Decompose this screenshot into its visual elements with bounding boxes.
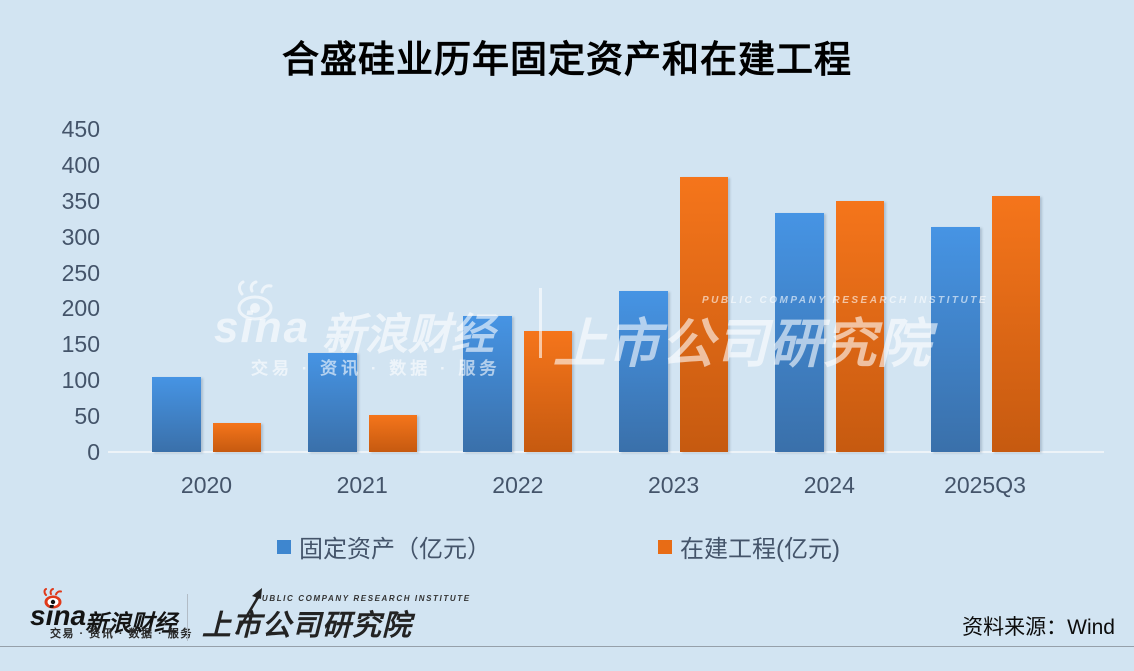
legend-item-construction: 在建工程(亿元): [658, 529, 840, 564]
bar-2025Q3-construction: [991, 195, 1040, 452]
x-label-2022: 2022: [492, 472, 544, 498]
institute-arrow-icon: [234, 588, 262, 635]
y-tick-150: 150: [61, 331, 100, 358]
bar-2022-construction: [524, 331, 573, 452]
institute-logo-text: 上市公司研究院: [202, 610, 413, 642]
y-tick-450: 450: [61, 116, 100, 142]
bar-2024-fixed-assets: [774, 212, 824, 452]
legend-swatch-fixed-assets: [277, 539, 291, 554]
y-tick-250: 250: [61, 259, 100, 286]
footer-rule: [0, 646, 1134, 647]
y-tick-300: 300: [61, 223, 100, 250]
y-tick-200: 200: [61, 295, 100, 322]
sina-logo-wordmark: sina: [30, 600, 87, 631]
bar-2021-fixed-assets: [307, 352, 357, 452]
x-label-2020: 2020: [180, 472, 233, 498]
sina-finance-logo-text: 新浪财经: [85, 610, 177, 636]
y-tick-100: 100: [61, 367, 100, 394]
y-tick-0: 0: [87, 439, 100, 465]
bar-2024-construction: [835, 200, 884, 452]
x-label-2025Q3: 2025Q3: [944, 472, 1026, 498]
legend-label-fixed-assets: 固定资产（亿元）: [299, 536, 491, 563]
legend-label-construction: 在建工程(亿元): [680, 536, 840, 563]
data-source-label: 资料来源：Wind: [962, 616, 1115, 639]
y-tick-350: 350: [61, 187, 100, 214]
x-axis-line: [108, 451, 1104, 453]
bar-2020-fixed-assets: [152, 376, 201, 452]
sina-eye-icon: [43, 588, 62, 609]
bar-2025Q3-fixed-assets: [930, 227, 980, 452]
bar-2022-fixed-assets: [463, 316, 513, 452]
legend-item-fixed-assets: 固定资产（亿元）: [277, 529, 491, 564]
sina-tagline: 交易 · 资讯 · 数据 · 服务: [50, 628, 193, 640]
institute-english-label: PUBLIC COMPANY RESEARCH INSTITUTE: [255, 594, 471, 603]
legend-swatch-construction: [658, 539, 672, 554]
footer-divider: [187, 594, 188, 641]
x-label-2024: 2024: [803, 472, 855, 498]
y-tick-400: 400: [61, 151, 100, 178]
bar-2023-construction: [680, 177, 729, 452]
x-label-2023: 2023: [648, 472, 700, 498]
y-tick-50: 50: [74, 403, 100, 430]
x-label-2021: 2021: [336, 472, 388, 498]
bar-2023-fixed-assets: [619, 291, 669, 452]
bar-2021-construction: [368, 415, 417, 452]
bar-2020-construction: [213, 423, 261, 452]
chart-title: 合盛硅业历年固定资产和在建工程: [282, 39, 852, 80]
